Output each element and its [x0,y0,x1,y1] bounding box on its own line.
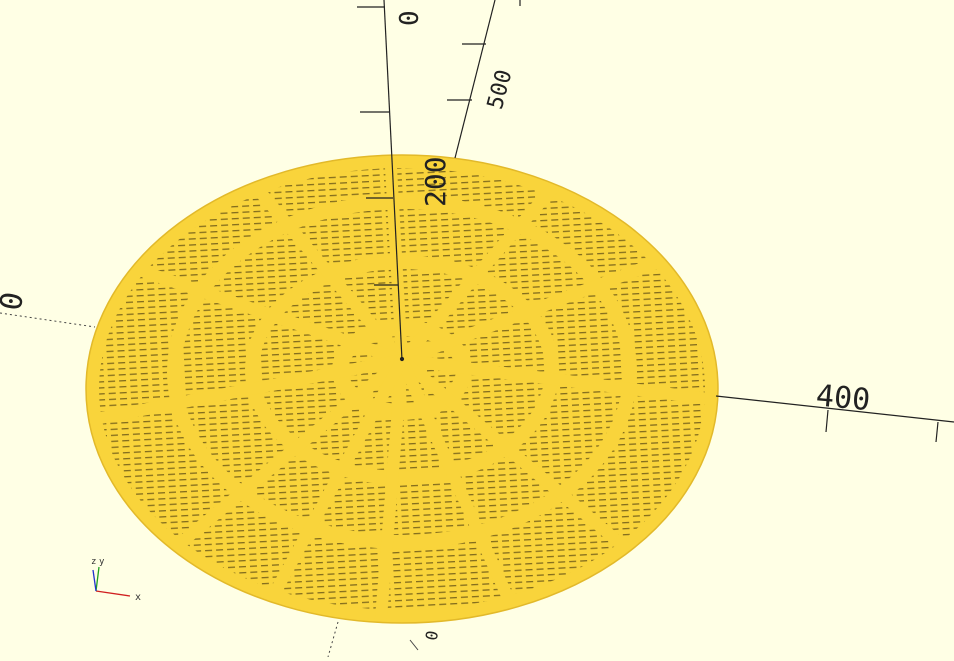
tick-label-400: 400 [815,379,872,419]
tick-label-500: 500 [483,67,517,112]
gizmo-y-label: y [99,557,105,567]
tick-label-bottom: 0 [422,629,442,642]
tick-label-top: 0 [395,10,425,26]
gizmo-z-label: z [91,557,96,567]
axis-labels: 0 400 200 500 0 0 [0,10,872,642]
axis-gizmo: x y z [91,557,141,603]
tick-label-200: 200 [419,156,452,207]
axes [357,0,954,443]
disc-model[interactable] [80,150,730,630]
tick-label-left: 0 [0,289,31,313]
axis-hidden-segments [0,312,419,658]
gizmo-x-label: x [135,592,141,603]
